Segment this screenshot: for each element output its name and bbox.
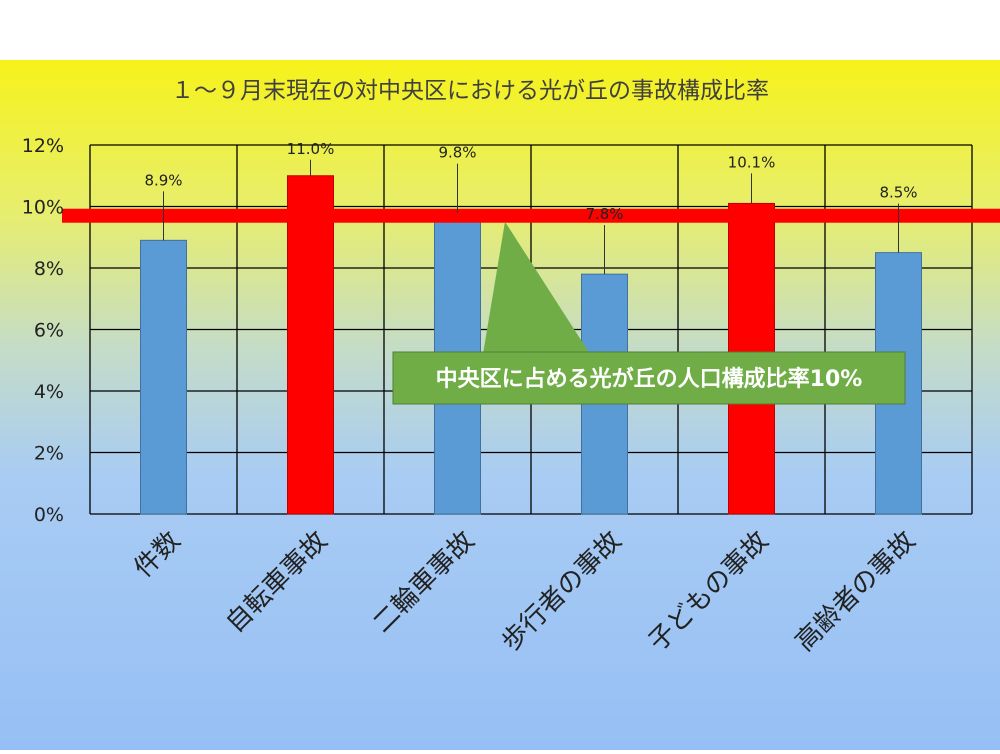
y-tick-label: 6% <box>34 320 64 342</box>
y-axis-labels: 0% 2% 4% 6% 8% 10% 12% <box>22 135 64 526</box>
data-label: 9.8% <box>438 144 476 162</box>
y-tick-label: 4% <box>34 381 64 403</box>
x-tick-label: 高齢者の事故 <box>790 526 922 658</box>
reference-line <box>62 208 1000 223</box>
data-label: 8.9% <box>144 171 182 189</box>
data-label: 10.1% <box>728 153 776 171</box>
x-tick-label: 自転車事故 <box>220 526 333 639</box>
x-tick-label: 二輪車事故 <box>367 526 480 639</box>
y-tick-label: 10% <box>22 197 64 219</box>
bar-chart: １～９月末現在の対中央区における光が丘の事故構成比率 8.9% 11.0% 9.8%… <box>22 78 1000 658</box>
y-tick-label: 2% <box>34 443 64 465</box>
data-label: 7.8% <box>585 205 623 223</box>
data-labels: 8.9% 11.0% 9.8% 7.8% 10.1% 8.5% <box>144 140 918 275</box>
y-tick-label: 0% <box>34 504 64 526</box>
data-label: 8.5% <box>879 184 917 202</box>
data-label: 11.0% <box>287 140 335 158</box>
chart-title: １～９月末現在の対中央区における光が丘の事故構成比率 <box>171 78 769 104</box>
reference-line-layer <box>62 208 1000 223</box>
x-tick-label: 歩行者の事故 <box>496 526 628 658</box>
x-axis-labels: 件数 自転車事故 二輪車事故 歩行者の事故 子どもの事故 高齢者の事故 <box>128 526 921 658</box>
y-tick-label: 8% <box>34 258 64 280</box>
y-tick-label: 12% <box>22 135 64 157</box>
callout-box <box>392 351 906 405</box>
chart-panel: １～９月末現在の対中央区における光が丘の事故構成比率 8.9% 11.0% 9.8%… <box>0 60 1000 750</box>
x-tick-label: 件数 <box>128 526 186 584</box>
callout-pointer <box>483 221 590 354</box>
callout: 中央区に占める光が丘の人口構成比率10% <box>392 221 906 405</box>
x-tick-label: 子どもの事故 <box>643 526 775 658</box>
callout-text: 中央区に占める光が丘の人口構成比率10% <box>436 366 863 392</box>
bar-1 <box>287 175 334 515</box>
bar-0 <box>140 239 187 515</box>
